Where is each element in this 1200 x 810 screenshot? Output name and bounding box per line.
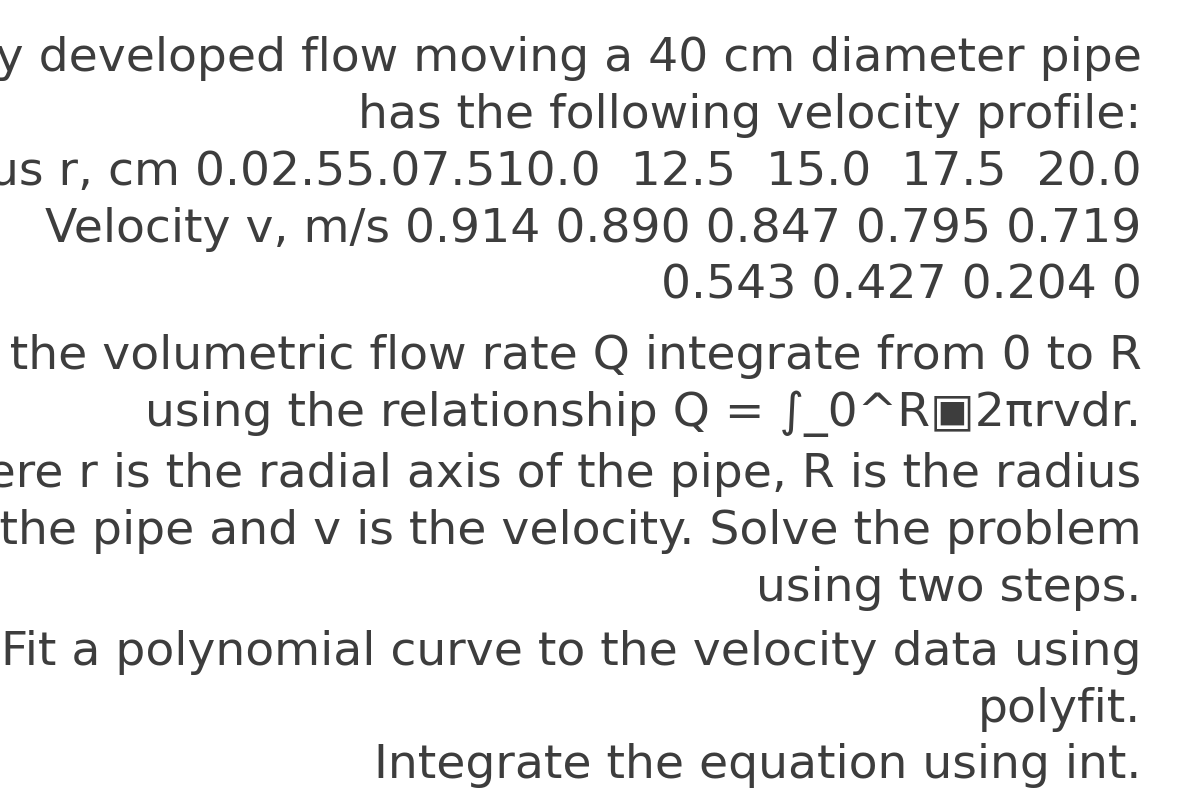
Text: polyfit.: polyfit. xyxy=(978,687,1141,731)
Text: has the following velocity profile:: has the following velocity profile: xyxy=(358,93,1141,139)
Text: Integrate the equation using int.: Integrate the equation using int. xyxy=(374,744,1141,788)
Text: using the relationship Q = ∫_0^R▣2πrvdr.: using the relationship Q = ∫_0^R▣2πrvdr. xyxy=(145,390,1141,437)
Text: Radius r, cm 0.02.55.07.510.0  12.5  15.0  17.5  20.0: Radius r, cm 0.02.55.07.510.0 12.5 15.0 … xyxy=(0,150,1141,195)
Text: Where r is the radial axis of the pipe, R is the radius: Where r is the radial axis of the pipe, … xyxy=(0,453,1141,497)
Text: using two steps.: using two steps. xyxy=(756,566,1141,611)
Text: 0.543 0.427 0.204 0: 0.543 0.427 0.204 0 xyxy=(660,263,1141,309)
Text: Find the volumetric flow rate Q integrate from 0 to R: Find the volumetric flow rate Q integrat… xyxy=(0,335,1141,379)
Text: Velocity v, m/s 0.914 0.890 0.847 0.795 0.719: Velocity v, m/s 0.914 0.890 0.847 0.795 … xyxy=(46,207,1141,252)
Text: Fully developed flow moving a 40 cm diameter pipe: Fully developed flow moving a 40 cm diam… xyxy=(0,36,1141,82)
Text: of the pipe and v is the velocity. Solve the problem: of the pipe and v is the velocity. Solve… xyxy=(0,509,1141,554)
Text: Fit a polynomial curve to the velocity data using: Fit a polynomial curve to the velocity d… xyxy=(1,630,1141,675)
